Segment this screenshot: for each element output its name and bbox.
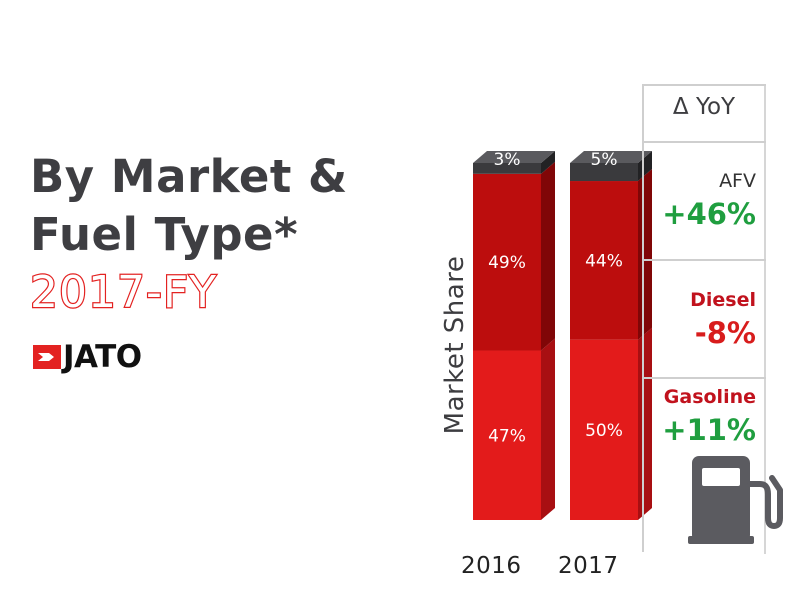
jato-logo: JATO (33, 339, 142, 375)
bar-side-gasoline-2016 (541, 338, 555, 520)
bar-side-diesel-2016 (541, 161, 555, 351)
fuel-pump-icon (688, 456, 783, 544)
yoy-divider (642, 259, 766, 261)
yoy-item-gasoline-value: +11% (662, 413, 756, 447)
data-label-afv-2017: 5% (591, 150, 618, 170)
brand-name: JATO (63, 339, 142, 375)
yoy-divider (642, 141, 766, 143)
x-tick-label-2016: 2016 (461, 553, 522, 579)
bar-afv-2016 (473, 163, 541, 174)
title-line-2: Fuel Type* (30, 208, 299, 261)
yoy-item-diesel-name: Diesel (690, 289, 756, 311)
yoy-item-afv-name: AFV (719, 170, 756, 192)
yoy-panel: Δ YoY AFV +46% Diesel -8% Gasoline +11% (642, 84, 766, 554)
yoy-header: Δ YoY (672, 94, 736, 120)
yoy-divider (642, 377, 766, 379)
bar-diesel-2016 (473, 173, 541, 351)
yoy-item-gasoline-name: Gasoline (663, 386, 756, 408)
bar-gasoline-2017 (570, 339, 638, 520)
page-title: By Market & Fuel Type* (30, 148, 348, 264)
data-label-gasoline-2017: 50% (585, 421, 623, 441)
bar-diesel-2017 (570, 181, 638, 340)
subtitle: 2017-FY (29, 266, 218, 318)
yoy-item-gasoline: Gasoline +11% (662, 386, 756, 450)
bar-side-afv-2016 (541, 151, 555, 174)
bar-gasoline-2016 (473, 350, 541, 520)
title-line-1: By Market & (30, 150, 348, 203)
yoy-divider (642, 84, 766, 86)
data-label-diesel-2016: 49% (488, 253, 526, 273)
data-label-diesel-2017: 44% (585, 251, 623, 271)
jato-logo-icon (33, 345, 61, 369)
bar-top-2017 (570, 151, 652, 163)
yoy-item-diesel-value: -8% (694, 316, 756, 350)
yoy-panel-left-border (642, 84, 644, 552)
x-tick-label-2017: 2017 (558, 553, 619, 579)
bar-side-afv-2017 (638, 151, 652, 182)
yoy-item-diesel: Diesel -8% (690, 289, 756, 353)
data-label-afv-2016: 3% (494, 150, 521, 170)
data-label-gasoline-2016: 47% (488, 426, 526, 446)
bar-side-diesel-2017 (638, 169, 652, 340)
yoy-panel-right-border (764, 84, 766, 554)
bar-side-gasoline-2017 (638, 327, 652, 520)
yoy-item-afv: AFV +46% (662, 170, 756, 234)
yoy-item-afv-value: +46% (662, 197, 756, 231)
bar-afv-2017 (570, 163, 638, 182)
bar-top-2016 (473, 151, 555, 163)
